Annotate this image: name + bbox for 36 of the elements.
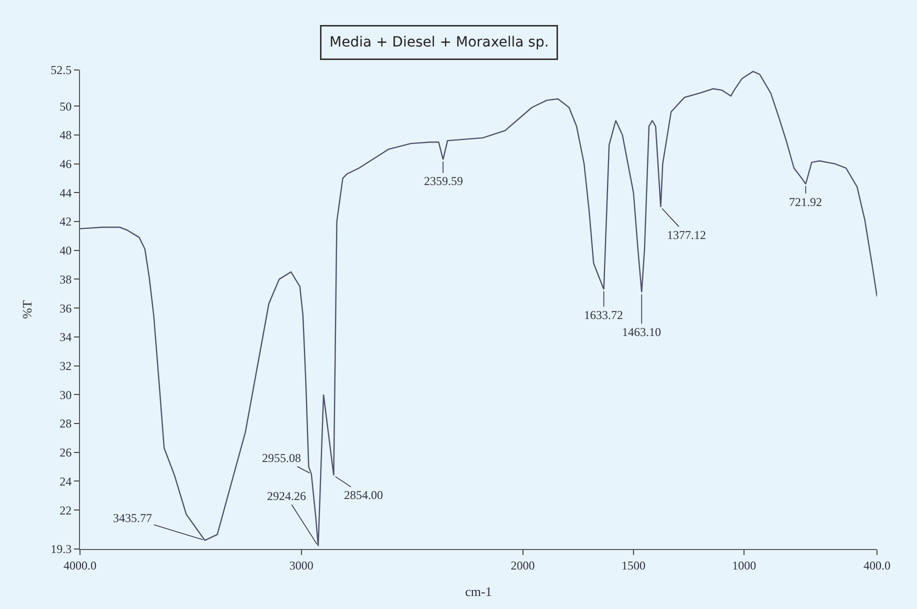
- y-tick-label: 46: [60, 156, 72, 171]
- y-axis-title: %T: [20, 300, 35, 319]
- annotation: 1633.72: [584, 308, 623, 322]
- y-tick-label: 36: [60, 301, 72, 316]
- annotation: 2924.26: [267, 489, 306, 503]
- y-tick-label: 44: [60, 186, 72, 200]
- annotation: 2359.59: [424, 174, 463, 188]
- y-tick-label: 50: [60, 99, 72, 114]
- y-tick-label: 19.3: [50, 542, 72, 556]
- y-tick-label: 32: [60, 358, 72, 373]
- chart-title: Media + Diesel + Moraxella sp.: [330, 34, 549, 50]
- y-tick-label: 22: [60, 503, 72, 518]
- x-axis-title: cm-1: [465, 584, 492, 599]
- y-tick-label: 48: [60, 128, 72, 142]
- y-tick-label: 26: [60, 446, 72, 460]
- x-tick-label: 400.0: [864, 558, 890, 572]
- x-tick-label: 1000: [732, 558, 756, 572]
- annotation: 1377.12: [667, 228, 706, 242]
- y-tick-label: 38: [60, 272, 72, 286]
- y-tick-label: 28: [60, 416, 72, 431]
- annotation: 3435.77: [113, 511, 152, 525]
- annotation: 1463.10: [622, 325, 661, 339]
- x-tick-label: 4000.0: [64, 558, 96, 572]
- x-tick-label: 2000: [510, 558, 535, 572]
- y-tick-label: 34: [60, 330, 72, 344]
- x-tick-label: 3000: [289, 558, 314, 572]
- y-tick-label: 30: [60, 388, 72, 402]
- y-tick-label: 52.5: [50, 63, 72, 78]
- y-tick-label: 42: [60, 214, 72, 229]
- y-tick-label: 24: [60, 474, 72, 488]
- y-tick-label: 40: [60, 244, 72, 258]
- line-series: [80, 70, 877, 547]
- annotation: 2854.00: [344, 488, 383, 502]
- x-tick-label: 1500: [621, 558, 646, 572]
- annotation: 2955.08: [262, 451, 301, 465]
- annotation: 721.92: [789, 195, 822, 209]
